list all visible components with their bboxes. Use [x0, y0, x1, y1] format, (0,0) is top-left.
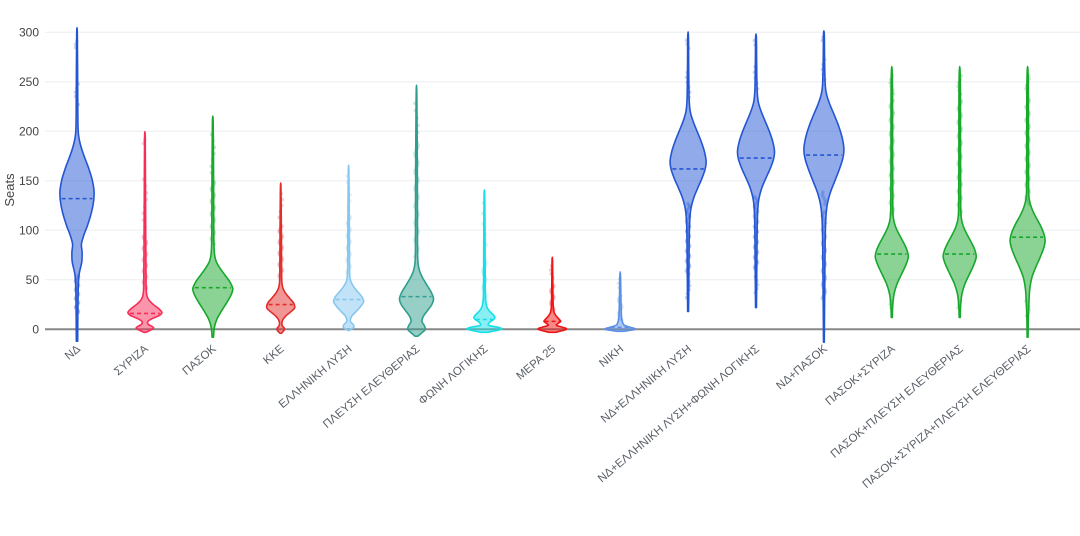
x-tick-label: ΕΛΛΗΝΙΚΗ ΛΥΣΗ: [277, 343, 355, 411]
violin-body[interactable]: [604, 270, 637, 333]
violin-ΦΩΝΗ ΛΟΓΙΚΗΣ[interactable]: [466, 189, 503, 334]
x-tick-label: ΜΕΡΑ 25: [514, 343, 558, 382]
y-tick-label: 300: [19, 25, 39, 39]
violin-body[interactable]: [669, 31, 707, 313]
violin-body[interactable]: [1009, 65, 1046, 339]
violin-body[interactable]: [59, 26, 95, 342]
violin-ΝΔ+ΠΑΣΟΚ[interactable]: [803, 30, 845, 343]
x-tick-label: ΠΑΣΟΚ+ΣΥΡΙΖΑ: [824, 343, 898, 408]
x-tick-label: ΦΩΝΗ ΛΟΓΙΚΗΣ: [417, 343, 491, 407]
violin-body[interactable]: [265, 182, 296, 335]
violin-ΚΚΕ[interactable]: [265, 182, 296, 335]
violin-ΝΔ+ΕΛΛΗΝΙΚΗ ΛΥΣΗ[interactable]: [669, 31, 707, 313]
x-tick-label: ΠΑΣΟΚ: [181, 343, 219, 378]
y-tick-label: 150: [19, 174, 39, 188]
violin-body[interactable]: [332, 164, 365, 332]
violin-ΠΛΕΥΣΗ ΕΛΕΥΘΕΡΙΑΣ[interactable]: [398, 84, 435, 338]
y-axis-title: Seats: [2, 173, 17, 207]
violin-ΠΑΣΟΚ+ΣΥΡΙΖΑ+ΠΛΕΥΣΗ ΕΛΕΥΘΕΡΙΑΣ[interactable]: [1009, 65, 1046, 339]
violin-body[interactable]: [466, 189, 503, 334]
violin-ΠΑΣΟΚ[interactable]: [191, 115, 234, 339]
y-tick-label: 100: [19, 223, 39, 237]
violin-ΣΥΡΙΖΑ[interactable]: [127, 130, 163, 334]
violin-body[interactable]: [398, 84, 435, 338]
violin-ΝΙΚΗ[interactable]: [604, 270, 637, 333]
x-tick-label: ΠΑΣΟΚ+ΠΛΕΥΣΗ ΕΛΕΥΘΕΡΙΑΣ: [829, 343, 966, 461]
violin-body[interactable]: [191, 115, 234, 339]
violin-body[interactable]: [127, 130, 163, 334]
x-tick-label: ΝΔ: [63, 343, 83, 363]
x-tick-label: ΝΔ+ΠΑΣΟΚ: [774, 343, 830, 393]
violin-ΜΕΡΑ 25[interactable]: [537, 256, 568, 334]
violin-ΝΔ+ΕΛΛΗΝΙΚΗ ΛΥΣΗ+ΦΩΝΗ ΛΟΓΙΚΗΣ[interactable]: [736, 33, 776, 309]
y-tick-label: 250: [19, 75, 39, 89]
y-tick-label: 50: [26, 273, 40, 287]
y-tick-label: 0: [32, 322, 39, 336]
violin-ΝΔ[interactable]: [59, 26, 95, 342]
violin-ΕΛΛΗΝΙΚΗ ΛΥΣΗ[interactable]: [332, 164, 365, 332]
violin-body[interactable]: [537, 256, 568, 334]
x-tick-label: ΚΚΕ: [261, 343, 287, 367]
violin-body[interactable]: [803, 30, 845, 343]
x-tick-label: ΣΥΡΙΖΑ: [112, 343, 151, 378]
violin-ΠΑΣΟΚ+ΣΥΡΙΖΑ[interactable]: [874, 65, 910, 319]
violin-ΠΑΣΟΚ+ΠΛΕΥΣΗ ΕΛΕΥΘΕΡΙΑΣ[interactable]: [942, 65, 978, 319]
x-tick-label: ΝΙΚΗ: [597, 343, 626, 370]
y-tick-label: 200: [19, 124, 39, 138]
violin-body[interactable]: [736, 33, 776, 309]
